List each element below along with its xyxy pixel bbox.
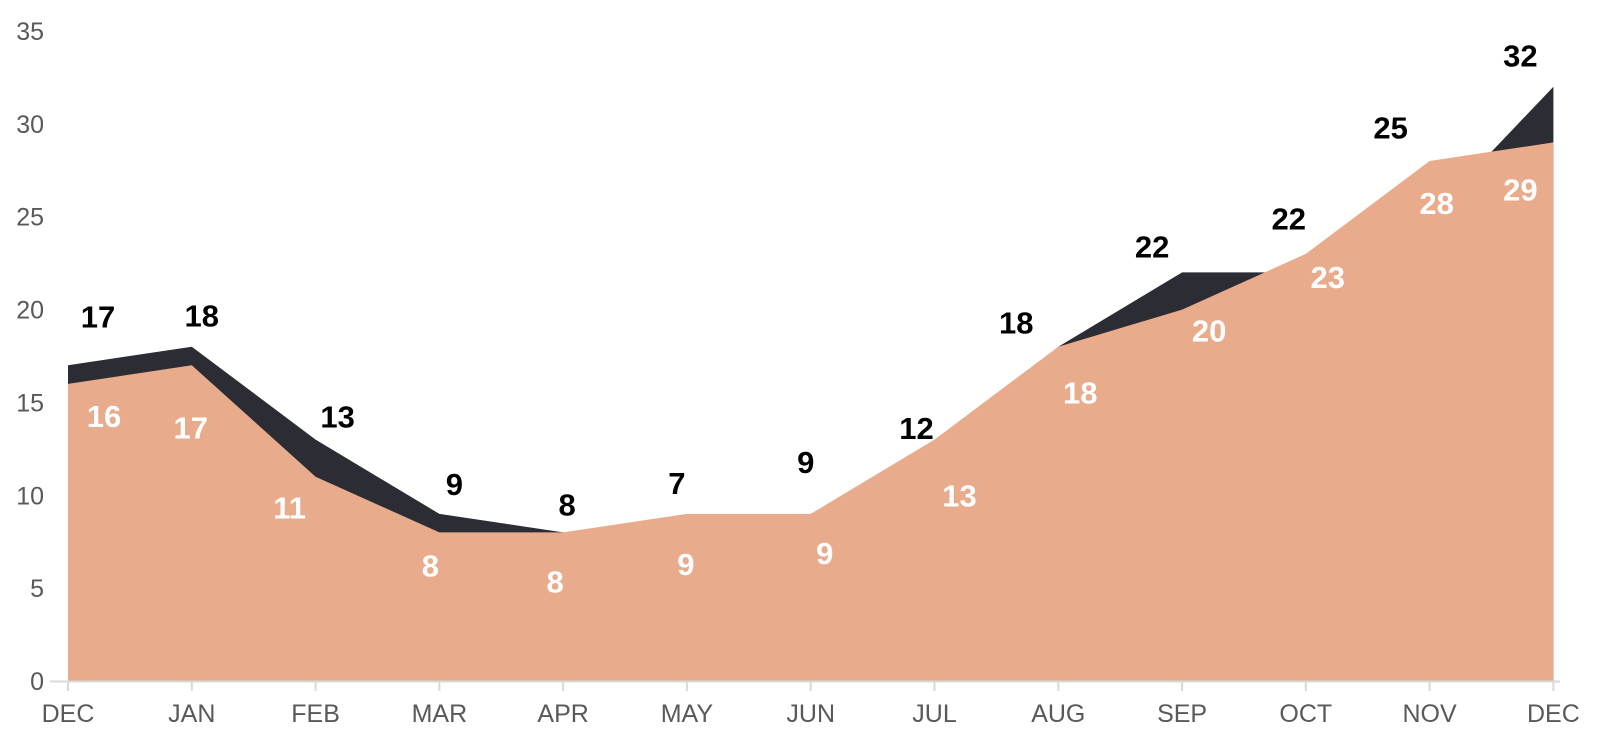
data-label-dark-5: 7 <box>668 466 685 501</box>
data-label-peach-7: 13 <box>942 479 976 514</box>
data-label-peach-0: 16 <box>87 399 121 434</box>
data-label-dark-11: 25 <box>1373 111 1407 146</box>
data-label-dark-12: 32 <box>1503 39 1537 74</box>
y-axis-label-20: 20 <box>16 297 44 325</box>
x-axis-label-2: FEB <box>291 700 340 728</box>
x-axis-label-5: MAY <box>661 700 714 728</box>
data-label-dark-6: 9 <box>797 445 814 480</box>
data-label-peach-5: 9 <box>677 547 694 582</box>
x-axis-label-1: JAN <box>168 700 215 728</box>
y-axis-label-10: 10 <box>16 482 44 510</box>
y-axis-label-15: 15 <box>16 389 44 417</box>
data-label-peach-4: 8 <box>546 564 563 599</box>
x-axis-label-8: AUG <box>1031 700 1085 728</box>
y-axis-label-0: 0 <box>30 668 44 696</box>
x-axis-label-10: OCT <box>1279 700 1332 728</box>
data-label-dark-9: 22 <box>1135 229 1169 264</box>
x-axis-label-11: NOV <box>1403 700 1458 728</box>
data-label-dark-7: 12 <box>899 411 933 446</box>
x-axis-label-4: APR <box>537 700 588 728</box>
data-label-peach-1: 17 <box>174 410 208 445</box>
data-label-dark-1: 18 <box>185 299 219 334</box>
data-label-dark-3: 9 <box>446 467 463 502</box>
x-axis-label-12: DEC <box>1527 700 1580 728</box>
data-label-peach-12: 29 <box>1503 172 1537 207</box>
data-label-peach-6: 9 <box>816 536 833 571</box>
data-label-dark-8: 18 <box>999 306 1033 341</box>
y-axis-label-25: 25 <box>16 204 44 232</box>
data-label-peach-8: 18 <box>1063 376 1097 411</box>
x-axis-label-9: SEP <box>1157 700 1207 728</box>
data-label-peach-9: 20 <box>1192 314 1226 349</box>
y-axis-label-5: 5 <box>30 575 44 603</box>
y-axis-label-30: 30 <box>16 111 44 139</box>
x-axis-label-3: MAR <box>412 700 468 728</box>
x-axis-label-6: JUN <box>786 700 835 728</box>
data-label-peach-3: 8 <box>422 548 439 583</box>
data-label-dark-2: 13 <box>320 400 354 435</box>
data-label-peach-11: 28 <box>1419 186 1453 221</box>
data-label-peach-10: 23 <box>1311 260 1345 295</box>
x-axis-label-7: JUL <box>912 700 957 728</box>
x-axis-label-0: DEC <box>42 700 95 728</box>
data-label-dark-4: 8 <box>558 487 575 522</box>
y-axis-label-35: 35 <box>16 18 44 46</box>
data-label-dark-0: 17 <box>81 299 115 334</box>
data-label-peach-2: 11 <box>273 491 306 526</box>
data-label-dark-10: 22 <box>1272 201 1306 236</box>
peach-series-area <box>68 142 1554 681</box>
